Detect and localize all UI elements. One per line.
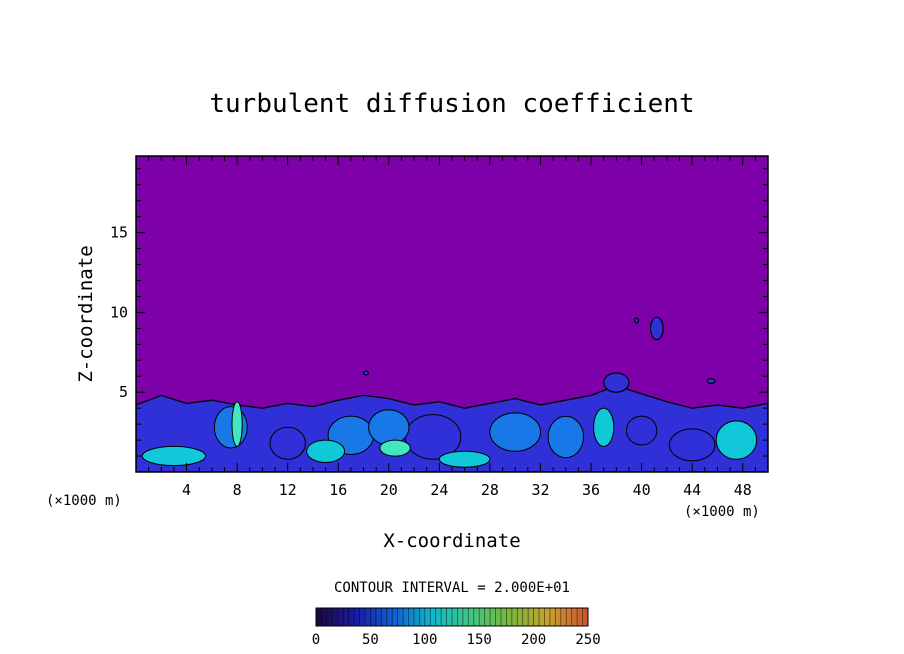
turbulence-patch bbox=[489, 412, 542, 452]
turbulence-patch bbox=[141, 445, 206, 467]
y-tick-label: 10 bbox=[110, 303, 128, 321]
x-tick-label: 24 bbox=[430, 481, 448, 499]
turbulence-patch bbox=[625, 415, 658, 446]
isolated-feature bbox=[633, 317, 639, 324]
y-tick-label: 5 bbox=[119, 383, 128, 401]
x-tick-label: 4 bbox=[182, 481, 191, 499]
turbulence-patch bbox=[438, 450, 491, 468]
isolated-features bbox=[362, 316, 716, 393]
x-axis-ticks: 4 8 12 16 20 24 28 32 36 40 44 48 bbox=[148, 156, 756, 499]
y-tick-label: 15 bbox=[110, 224, 128, 242]
isolated-feature bbox=[362, 370, 370, 376]
y-axis-label: Z-coordinate bbox=[75, 245, 97, 382]
turbulence-patch bbox=[593, 407, 615, 447]
colorbar-tick-label: 0 bbox=[312, 632, 320, 648]
x-tick-label: 36 bbox=[582, 481, 600, 499]
colorbar-tick-label: 50 bbox=[362, 632, 379, 648]
turbulence-patch bbox=[306, 439, 346, 463]
x-tick-label: 16 bbox=[329, 481, 347, 499]
isolated-feature bbox=[706, 378, 716, 385]
x-axis-label: X-coordinate bbox=[383, 530, 520, 552]
x-unit-right: (×1000 m) bbox=[684, 504, 760, 520]
colorbar-ticks: 0 50 100 150 200 250 bbox=[312, 632, 601, 648]
x-tick-label: 28 bbox=[481, 481, 499, 499]
turbulence-patch bbox=[547, 415, 584, 459]
x-tick-label: 32 bbox=[531, 481, 549, 499]
x-tick-label: 8 bbox=[233, 481, 242, 499]
colorbar-tick-label: 150 bbox=[467, 632, 492, 648]
turbulence-patch bbox=[269, 426, 306, 460]
turbulence-patch bbox=[368, 409, 410, 446]
colorbar-tick-label: 250 bbox=[575, 632, 600, 648]
turbulence-patch bbox=[715, 420, 758, 460]
isolated-feature bbox=[603, 372, 630, 393]
isolated-feature bbox=[649, 316, 664, 341]
colorbar-tick-label: 200 bbox=[521, 632, 546, 648]
colorbar-tick-label: 100 bbox=[412, 632, 437, 648]
colorbar-frame bbox=[315, 607, 589, 627]
colorbar-lines bbox=[315, 608, 589, 626]
turbulence-patches bbox=[141, 401, 758, 468]
x-tick-label: 48 bbox=[734, 481, 752, 499]
y-axis-ticks: 5 10 15 bbox=[110, 168, 768, 457]
turbulence-patch bbox=[231, 401, 243, 447]
turbulence-patch bbox=[379, 439, 411, 457]
chart-title: turbulent diffusion coefficient bbox=[209, 89, 694, 119]
contour-interval-label: CONTOUR INTERVAL = 2.000E+01 bbox=[334, 580, 570, 596]
x-unit-left: (×1000 m) bbox=[46, 493, 122, 509]
x-tick-label: 12 bbox=[279, 481, 297, 499]
x-tick-label: 20 bbox=[380, 481, 398, 499]
x-tick-label: 40 bbox=[633, 481, 651, 499]
x-tick-label: 44 bbox=[683, 481, 701, 499]
turbulence-patch bbox=[668, 428, 716, 462]
